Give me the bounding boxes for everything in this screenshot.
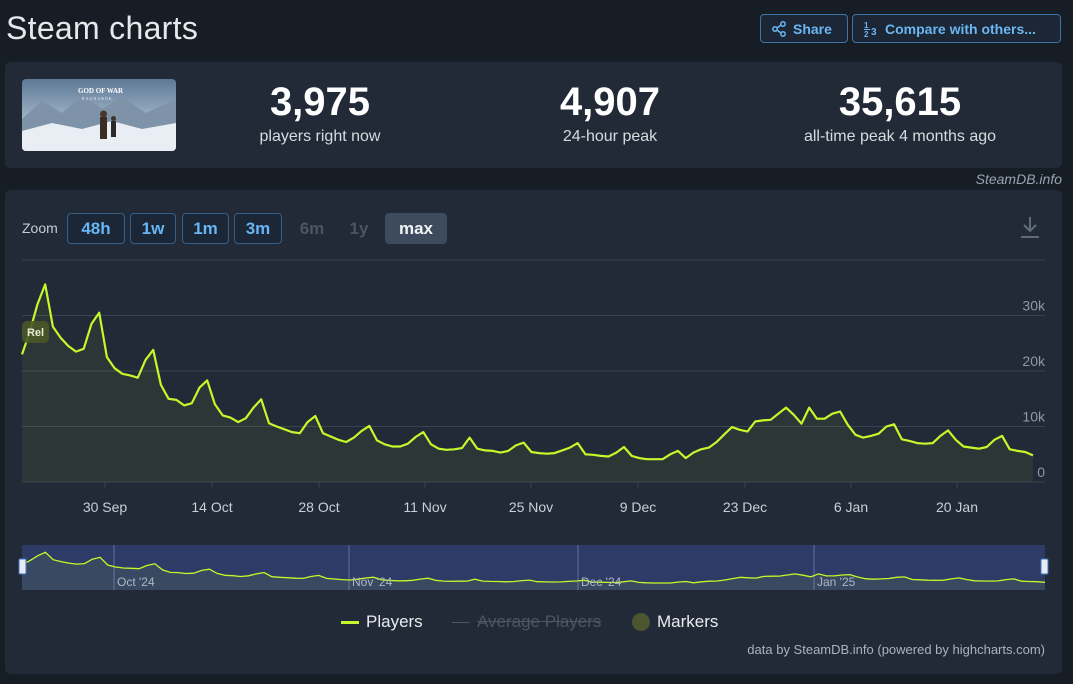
zoom-1y-button: 1y bbox=[349, 218, 369, 238]
stat-24h-peak-value: 4,907 bbox=[559, 80, 661, 124]
release-marker[interactable]: Rel bbox=[22, 321, 49, 343]
svg-text:1: 1 bbox=[864, 21, 869, 30]
legend-markers-swatch bbox=[632, 613, 650, 631]
navigator-label: Dec '24 bbox=[581, 575, 622, 589]
svg-text:3: 3 bbox=[871, 27, 877, 38]
stat-players-now-label: players right now bbox=[259, 128, 381, 145]
share-button-label: Share bbox=[793, 20, 832, 37]
x-axis-label: 23 Dec bbox=[723, 499, 767, 515]
navigator-left-handle[interactable] bbox=[18, 558, 27, 575]
legend-markers[interactable]: Markers bbox=[632, 612, 718, 632]
x-axis-label: 11 Nov bbox=[403, 499, 446, 515]
x-axis-label: 25 Nov bbox=[509, 499, 553, 515]
x-axis-label: 28 Oct bbox=[298, 499, 339, 515]
share-icon bbox=[772, 20, 786, 37]
game-thumbnail[interactable]: GOD OF WAR RAGNARÖK bbox=[22, 79, 176, 151]
x-axis-label: 20 Jan bbox=[936, 499, 978, 515]
zoom-label: Zoom bbox=[22, 220, 58, 236]
stat-all-time-peak: 35,615 all-time peak 4 months ago bbox=[770, 80, 1030, 146]
y-axis-label: 30k bbox=[1022, 298, 1046, 314]
legend-players[interactable]: Players bbox=[341, 612, 423, 632]
zoom-6m-button: 6m bbox=[299, 218, 325, 238]
navigator-label: Jan '25 bbox=[817, 575, 856, 589]
chart-panel bbox=[5, 190, 1062, 674]
stat-players-now: 3,975 players right now bbox=[190, 80, 450, 146]
legend-markers-label: Markers bbox=[657, 612, 719, 631]
stat-24h-peak-label: 24-hour peak bbox=[562, 128, 658, 145]
navigator-label: Oct '24 bbox=[117, 575, 155, 589]
y-axis-label: 20k bbox=[1022, 353, 1046, 369]
thumbnail-subtitle: RAGNARÖK bbox=[82, 96, 113, 101]
y-axis-labels: 0 10k 20k 30k bbox=[1022, 298, 1046, 481]
y-axis-label: 10k bbox=[1022, 409, 1046, 425]
x-axis-label: 30 Sep bbox=[83, 499, 128, 515]
share-button[interactable]: Share bbox=[760, 14, 848, 43]
zoom-1w-button[interactable]: 1w bbox=[130, 213, 176, 244]
stat-all-time-peak-label: all-time peak 4 months ago bbox=[803, 128, 997, 145]
players-area bbox=[22, 284, 1033, 482]
highcharts-credit[interactable]: data by SteamDB.info (powered by highcha… bbox=[747, 642, 1045, 657]
compare-button[interactable]: 1 2 3 Compare with others... bbox=[852, 14, 1061, 43]
thumbnail-title: GOD OF WAR bbox=[78, 87, 124, 95]
navigator[interactable]: Oct '24 Nov '24 Dec '24 Jan '25 bbox=[18, 545, 1049, 590]
legend-average-swatch bbox=[452, 621, 470, 623]
steamdb-credit[interactable]: SteamDB.info bbox=[975, 171, 1062, 187]
stats-panel: GOD OF WAR RAGNARÖK 3,975 players right … bbox=[5, 62, 1062, 168]
zoom-3m-button[interactable]: 3m bbox=[234, 213, 282, 244]
y-axis-label: 0 bbox=[1037, 464, 1045, 480]
x-axis-label: 14 Oct bbox=[191, 499, 232, 515]
zoom-max-button[interactable]: max bbox=[385, 213, 447, 244]
legend-average-label: Average Players bbox=[477, 612, 602, 631]
navigator-label: Nov '24 bbox=[352, 575, 393, 589]
download-icon[interactable] bbox=[1018, 215, 1042, 241]
zoom-1m-button[interactable]: 1m bbox=[182, 213, 229, 244]
legend-players-label: Players bbox=[366, 612, 423, 631]
stat-24h-peak: 4,907 24-hour peak bbox=[480, 80, 740, 146]
navigator-right-handle[interactable] bbox=[1040, 558, 1049, 575]
x-axis-label: 9 Dec bbox=[620, 499, 657, 515]
x-axis-label: 6 Jan bbox=[834, 499, 868, 515]
page-title: Steam charts bbox=[6, 10, 199, 46]
x-axis-labels: 30 Sep 14 Oct 28 Oct 11 Nov 25 Nov 9 Dec 23 De… bbox=[83, 482, 978, 515]
legend-players-swatch bbox=[341, 620, 359, 624]
players-series-line[interactable] bbox=[20, 283, 1034, 461]
compare-button-label: Compare with others... bbox=[885, 20, 1036, 37]
release-marker-label: Rel bbox=[27, 327, 44, 339]
stat-players-now-value: 3,975 bbox=[269, 80, 371, 124]
zoom-48h-button[interactable]: 48h bbox=[67, 213, 125, 244]
compare-fraction-icon: 1 2 3 bbox=[864, 21, 877, 38]
stat-all-time-peak-value: 35,615 bbox=[838, 80, 962, 124]
legend-average-players[interactable]: Average Players bbox=[452, 612, 601, 632]
svg-text:2: 2 bbox=[864, 30, 869, 38]
chart-grid bbox=[22, 259, 1045, 483]
